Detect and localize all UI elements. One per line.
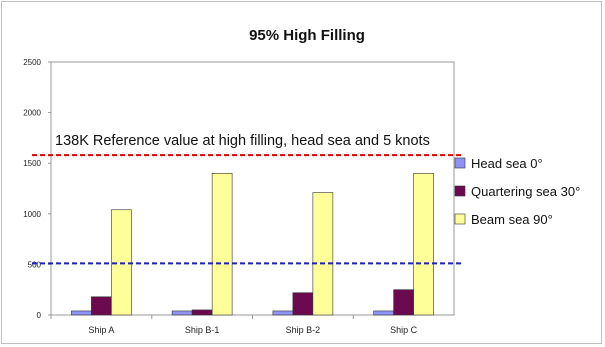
y-tick-label: 500 xyxy=(28,260,42,269)
legend: Head sea 0° Quartering sea 30° Beam sea 90… xyxy=(455,156,580,227)
x-category-label: Ship B-2 xyxy=(286,325,321,335)
bar-ship-a-series-3 xyxy=(111,210,131,315)
legend-swatch xyxy=(455,214,465,224)
reference-line-label: 138K Reference value at high filling, he… xyxy=(55,133,430,149)
bar-ship-b-1-series-2 xyxy=(192,310,212,315)
bar-ship-c-series-2 xyxy=(394,290,414,315)
chart-title: 95% High Filling xyxy=(249,27,365,44)
x-category-label: Ship A xyxy=(88,325,114,335)
bar-ship-b-1-series-1 xyxy=(172,311,192,315)
legend-label: Head sea 0° xyxy=(471,156,543,171)
bar-ship-b-2-series-3 xyxy=(313,193,333,315)
bar-ship-a-series-2 xyxy=(91,297,111,315)
bar-ship-b-2-series-2 xyxy=(293,293,313,315)
bar-ship-c-series-3 xyxy=(414,173,434,315)
y-axis: 0 500 1000 1500 2000 2500 xyxy=(23,58,51,320)
legend-swatch xyxy=(455,158,465,168)
y-tick-label: 0 xyxy=(37,311,42,320)
y-tick-label: 2000 xyxy=(23,109,41,118)
y-tick-label: 1000 xyxy=(23,210,41,219)
x-category-label: Ship B-1 xyxy=(185,325,220,335)
legend-swatch xyxy=(455,186,465,196)
bar-ship-a-series-1 xyxy=(71,311,91,315)
bar-ship-b-1-series-3 xyxy=(212,173,232,315)
x-category-label: Ship C xyxy=(390,325,418,335)
bar-ship-b-2-series-1 xyxy=(273,311,293,315)
legend-label: Beam sea 90° xyxy=(471,212,553,227)
y-tick-label: 1500 xyxy=(23,159,41,168)
legend-label: Quartering sea 30° xyxy=(471,184,580,199)
y-tick-label: 2500 xyxy=(23,58,41,67)
x-axis: Ship A Ship B-1 Ship B-2 Ship C xyxy=(88,325,417,335)
bar-ship-c-series-1 xyxy=(374,311,394,315)
